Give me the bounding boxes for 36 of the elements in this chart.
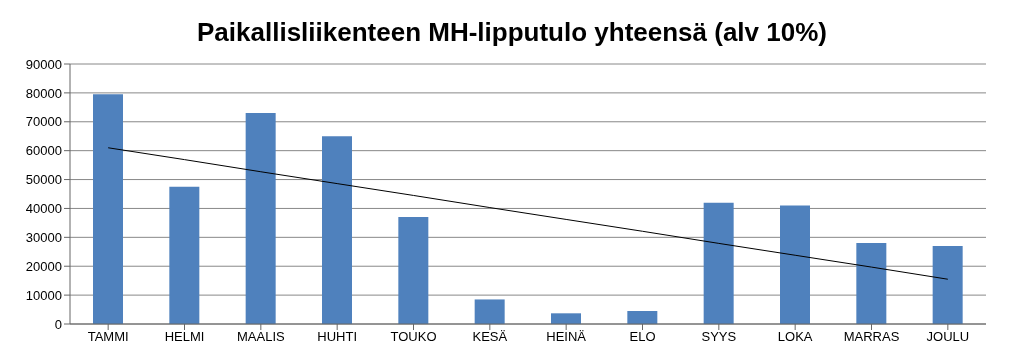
y-tick-label: 30000 [25,229,62,245]
line-series [107,147,949,280]
bar [169,186,200,324]
y-tick-label: 70000 [25,114,62,130]
bar [932,246,963,324]
y-tick-label: 10000 [25,287,62,303]
bar [703,202,734,324]
y-tick-label: 20000 [25,258,62,274]
x-tick-label: KESÄ [472,329,508,345]
bar [322,136,352,324]
x-tick-label: LOKA [777,329,813,345]
x-tick-label: TOUKO [390,329,437,345]
chart-title: Paikallisliikenteen MH-lipputulo yhteensä (alv 10%) [196,16,828,49]
y-tick-label: 60000 [25,143,62,159]
x-tick-label: TAMMI [87,329,129,345]
bar [856,243,887,324]
bar [398,217,429,324]
bar [474,299,505,324]
y-tick-label: 40000 [25,201,62,217]
y-tick-label: 0 [54,316,62,332]
x-tick-label: HELMI [164,329,205,345]
bar [551,313,581,324]
y-tick-label: 50000 [25,172,62,188]
x-tick-label: HEINÄ [546,329,587,345]
x-tick-label: MAALIS [236,329,285,345]
x-tick-label: SYYS [701,329,737,345]
bar [245,113,276,324]
x-tick-label: MARRAS [843,329,900,345]
bar [780,205,810,324]
y-tick-label: 80000 [25,85,62,101]
y-tick-label: 90000 [25,56,62,72]
bar [93,94,123,324]
bar [627,311,658,324]
x-tick-label: JOULU [926,329,970,345]
x-tick-label: ELO [629,329,656,345]
x-tick-label: HUHTI [317,329,358,345]
